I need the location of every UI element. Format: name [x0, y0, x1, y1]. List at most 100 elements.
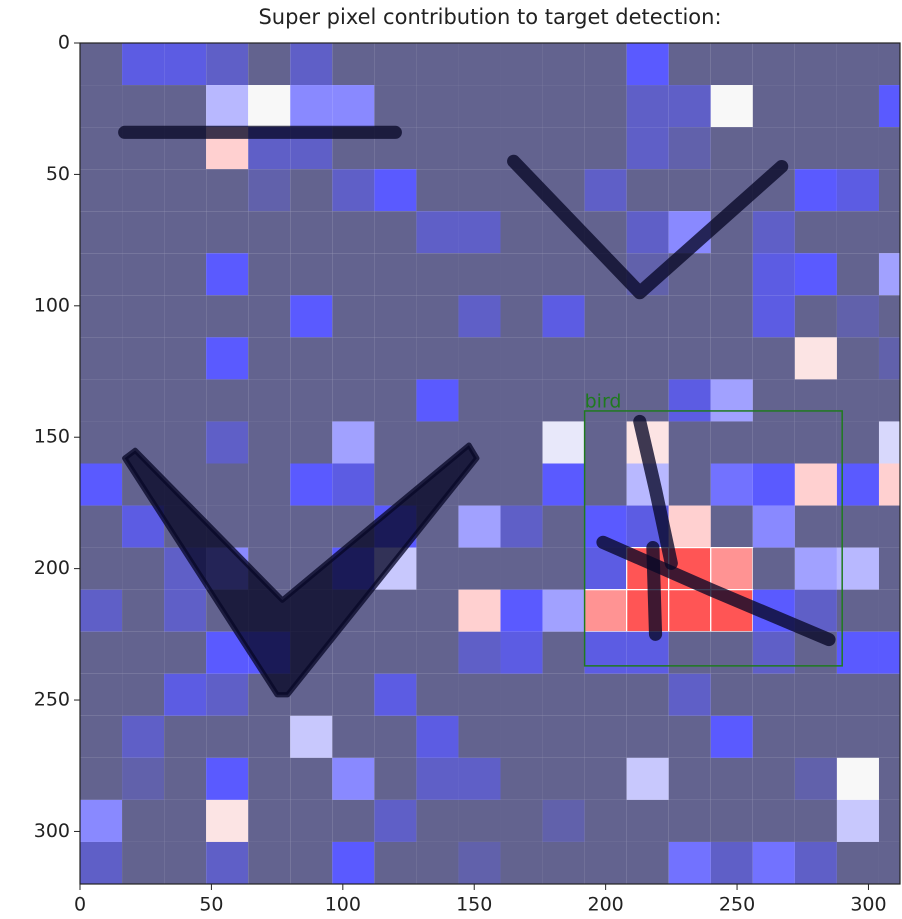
- cell: [458, 337, 500, 379]
- cell: [290, 421, 332, 463]
- cell: [711, 337, 753, 379]
- cell: [206, 211, 248, 253]
- cell: [795, 85, 837, 127]
- cell: [669, 379, 711, 421]
- cell: [543, 548, 585, 590]
- cell: [879, 800, 902, 842]
- cell: [290, 842, 332, 884]
- cell: [374, 43, 416, 85]
- cell: [585, 169, 627, 211]
- cell: [669, 506, 711, 548]
- cell: [332, 85, 374, 127]
- cell: [711, 758, 753, 800]
- cell: [669, 674, 711, 716]
- cell: [837, 253, 879, 295]
- cell: [669, 337, 711, 379]
- x-tick-label: 250: [719, 894, 755, 916]
- cell: [501, 548, 543, 590]
- cell: [753, 379, 795, 421]
- cell: [543, 295, 585, 337]
- cell: [122, 842, 164, 884]
- cell: [753, 127, 795, 169]
- cell: [290, 337, 332, 379]
- cell: [416, 800, 458, 842]
- cell: [879, 43, 902, 85]
- cell: [837, 85, 879, 127]
- cell: [837, 716, 879, 758]
- cell: [627, 85, 669, 127]
- cell: [122, 590, 164, 632]
- x-tick-label: 300: [850, 894, 886, 916]
- cell: [837, 758, 879, 800]
- cell: [627, 590, 669, 632]
- cell: [458, 590, 500, 632]
- cell: [248, 85, 290, 127]
- cell: [585, 464, 627, 506]
- cell: [458, 211, 500, 253]
- cell: [248, 800, 290, 842]
- cell: [248, 421, 290, 463]
- cell: [879, 211, 902, 253]
- cell: [122, 800, 164, 842]
- cell: [795, 758, 837, 800]
- cell: [416, 632, 458, 674]
- cell: [248, 716, 290, 758]
- cell: [416, 169, 458, 211]
- cell: [290, 758, 332, 800]
- cell: [837, 590, 879, 632]
- cell: [206, 464, 248, 506]
- cell: [458, 295, 500, 337]
- cell: [332, 716, 374, 758]
- cell: [501, 506, 543, 548]
- cell: [879, 548, 902, 590]
- cell: [80, 127, 122, 169]
- cell: [374, 253, 416, 295]
- cell: [669, 85, 711, 127]
- cell: [416, 716, 458, 758]
- cell: [164, 758, 206, 800]
- cell: [122, 632, 164, 674]
- cell: [837, 421, 879, 463]
- cell: [374, 295, 416, 337]
- cell: [753, 295, 795, 337]
- cell: [879, 379, 902, 421]
- cell: [332, 253, 374, 295]
- cell: [164, 674, 206, 716]
- cell: [501, 842, 543, 884]
- cell: [543, 253, 585, 295]
- cell: [374, 169, 416, 211]
- cell: [753, 43, 795, 85]
- cell: [206, 716, 248, 758]
- cell: [753, 842, 795, 884]
- cell: [879, 716, 902, 758]
- cell: [753, 85, 795, 127]
- cell: [585, 421, 627, 463]
- cell: [290, 506, 332, 548]
- cell: [374, 716, 416, 758]
- cell: [753, 253, 795, 295]
- cell: [753, 548, 795, 590]
- cell: [627, 842, 669, 884]
- cell: [164, 337, 206, 379]
- cell: [543, 632, 585, 674]
- cell: [879, 85, 902, 127]
- cell: [543, 842, 585, 884]
- cell: [627, 632, 669, 674]
- cell: [458, 800, 500, 842]
- cell: [879, 632, 902, 674]
- cell: [122, 295, 164, 337]
- cell: [627, 800, 669, 842]
- cell: [501, 43, 543, 85]
- stroke: [653, 548, 656, 635]
- cell: [711, 842, 753, 884]
- cell: [795, 169, 837, 211]
- cell: [290, 800, 332, 842]
- cell: [458, 127, 500, 169]
- cell: [879, 842, 902, 884]
- cell: [795, 421, 837, 463]
- cell: [458, 758, 500, 800]
- cell: [879, 169, 902, 211]
- cell: [711, 800, 753, 842]
- cell: [711, 379, 753, 421]
- cell: [795, 295, 837, 337]
